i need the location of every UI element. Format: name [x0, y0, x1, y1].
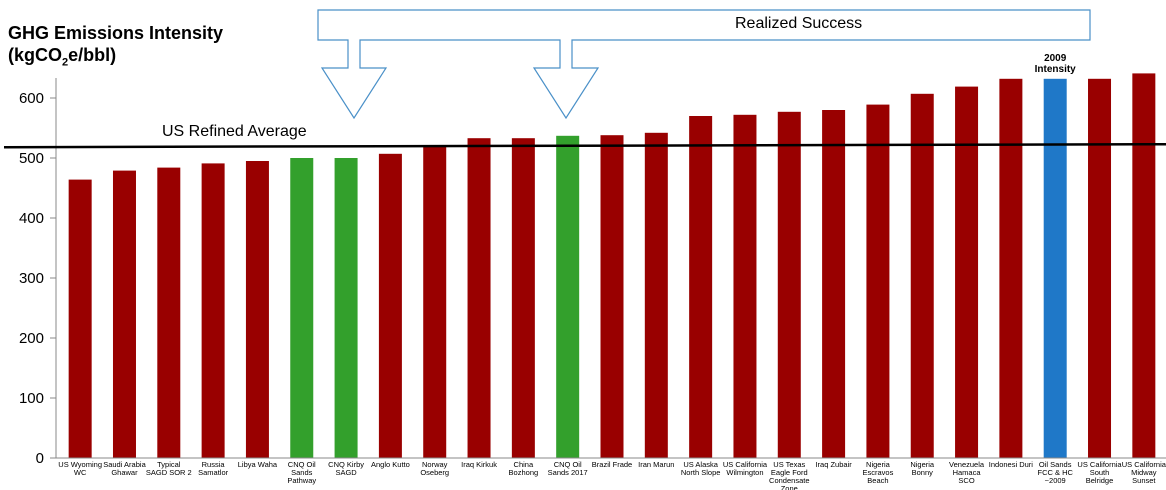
x-tick-label: CNQ Kirby SAGD [328, 460, 364, 477]
bar [999, 78, 1023, 459]
bar [777, 111, 801, 459]
bars [68, 73, 1156, 459]
bar [467, 138, 491, 458]
x-tick-label: Oil Sands FCC & HC ~2009 [1037, 460, 1073, 485]
x-tick-label: Iran Marun [638, 460, 674, 469]
x-tick-label: Indonesi Duri [989, 460, 1034, 469]
callout-label: Realized Success [735, 15, 862, 32]
bar [1088, 78, 1112, 459]
bar [68, 179, 92, 458]
bar [644, 132, 668, 459]
x-tick-label: Typical SAGD SOR 2 [146, 460, 192, 477]
y-tick-label: 0 [36, 450, 44, 467]
bar [822, 110, 846, 458]
bar [1043, 78, 1067, 459]
bar [334, 158, 358, 458]
x-tick-label: Saudi Arabia Ghawar [103, 460, 146, 477]
callout-arrow-shape [317, 9, 1091, 120]
highlight-label-line2: Intensity [1035, 64, 1077, 75]
bar [600, 135, 624, 458]
x-tick-label: Norway Oseberg [420, 460, 449, 477]
x-tick-label: Russia Samatlor [198, 460, 229, 477]
bar [733, 114, 757, 459]
bar [423, 146, 447, 458]
x-tick-label: US California Wilmington [723, 460, 768, 477]
x-tick-label: Iraq Kirkuk [461, 460, 497, 469]
x-tick-label: China Bozhong [509, 460, 539, 477]
chart-title-line1: GHG Emissions Intensity [8, 23, 224, 43]
x-tick-label: US Texas Eagle Ford Condensate Zone [769, 460, 809, 490]
x-tick-label: Nigeria Escravos Beach [862, 460, 893, 485]
y-tick-label: 400 [19, 210, 44, 227]
bar [689, 116, 713, 458]
x-tick-label: Libya Waha [238, 460, 278, 469]
bar [201, 163, 225, 458]
bar [955, 86, 979, 458]
reference-line [3, 142, 1166, 149]
x-tick-label: US Alaska North Slope [681, 460, 721, 477]
y-axis: 0 100 200 300 400 500 600 [19, 78, 57, 467]
y-tick-label: 100 [19, 390, 44, 407]
bar [556, 135, 580, 459]
highlight-label-line1: 2009 [1044, 53, 1067, 64]
x-tick-label: Anglo Kutto [371, 460, 410, 469]
reference-line-label: US Refined Average [162, 123, 307, 140]
y-tick-label: 300 [19, 270, 44, 287]
bar [157, 167, 181, 458]
bar [112, 170, 136, 458]
bar [378, 153, 402, 459]
x-tick-label: US Wyoming WC [58, 460, 102, 477]
chart-title: GHG Emissions Intensity (kgCO2e/bbl) [8, 22, 223, 74]
x-tick-label: Venezuela Hamaca SCO [949, 460, 985, 485]
x-tick-label: US California Midway Sunset [1122, 460, 1166, 485]
x-tick-label: Iraq Zubair [815, 460, 852, 469]
y-tick-label: 200 [19, 330, 44, 347]
x-tick-label: US California South Belridge [1077, 460, 1122, 485]
bar [1132, 73, 1156, 459]
y-tick-label: 500 [19, 150, 44, 167]
x-tick-label: CNQ Oil Sands 2017 [548, 460, 588, 477]
x-tick-label: Brazil Frade [592, 460, 632, 469]
x-tick-label: Nigeria Bonny [910, 460, 935, 477]
y-tick-label: 600 [19, 90, 44, 107]
bar [910, 93, 934, 459]
chart-title-unit: (kgCO2e/bbl) [8, 45, 117, 69]
bar [511, 138, 535, 458]
bar [290, 158, 314, 458]
x-tick-label: CNQ Oil Sands Pathway [287, 460, 316, 485]
bar [866, 104, 890, 458]
bar [245, 161, 269, 458]
